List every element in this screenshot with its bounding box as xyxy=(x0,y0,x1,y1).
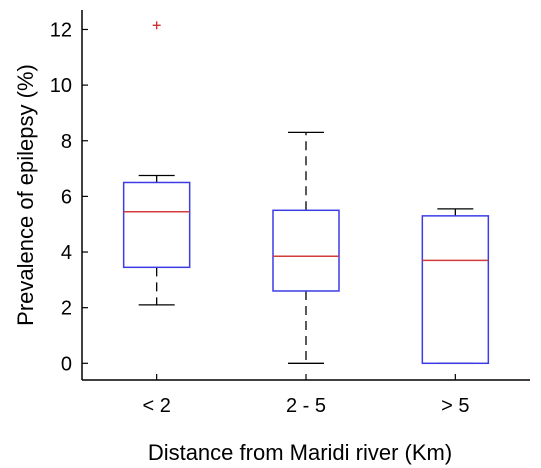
box-group xyxy=(122,21,191,306)
x-axis-title: Distance from Maridi river (Km) xyxy=(148,440,452,465)
box-iqr xyxy=(122,181,191,269)
y-axis-title: Prevalence of epilepsy (%) xyxy=(13,64,38,326)
y-tick-label: 4 xyxy=(61,242,72,264)
plot-area xyxy=(122,21,490,365)
box-group xyxy=(421,208,490,365)
x-tick-label: 2 - 5 xyxy=(286,395,326,417)
box-group xyxy=(272,131,340,364)
y-tick-label: 10 xyxy=(50,75,72,97)
x-tick-label: > 5 xyxy=(441,395,469,417)
y-tick-label: 0 xyxy=(61,353,72,375)
box-iqr xyxy=(272,209,340,292)
y-axis: 0 2 4 6 8 10 12 xyxy=(50,10,88,380)
x-tick-label: < 2 xyxy=(142,395,170,417)
box-iqr xyxy=(421,215,490,365)
y-tick-label: 8 xyxy=(61,131,72,153)
outlier-point xyxy=(152,21,161,30)
x-axis: < 2 2 - 5 > 5 xyxy=(82,374,530,417)
y-tick-label: 2 xyxy=(61,298,72,320)
y-tick-label: 6 xyxy=(61,186,72,208)
y-tick-label: 12 xyxy=(50,19,72,41)
